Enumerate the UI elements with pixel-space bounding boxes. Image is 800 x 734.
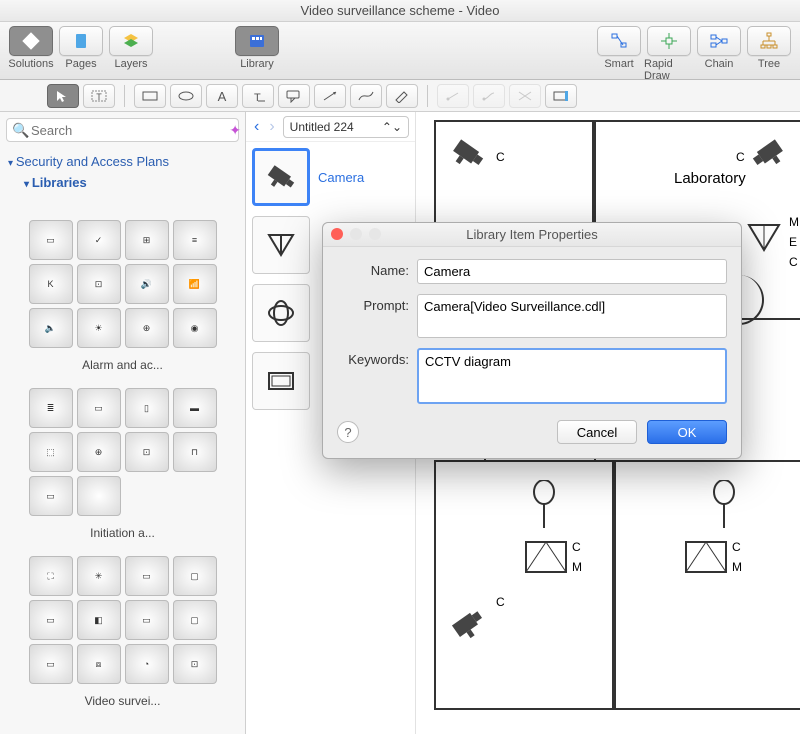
library-item-camera[interactable]: Camera xyxy=(252,148,409,206)
svg-text:T: T xyxy=(96,92,102,102)
tree-label: Tree xyxy=(758,58,780,70)
prompt-input[interactable] xyxy=(417,294,727,338)
search-icon: 🔍 xyxy=(12,122,29,139)
library-nav: ‹ › Untitled 224⌃⌄ xyxy=(246,112,415,142)
textbox-tool[interactable]: T xyxy=(242,84,274,108)
keywords-input[interactable] xyxy=(417,348,727,404)
window-titlebar: Video surveillance scheme - Video xyxy=(0,0,800,22)
shape-toolbar: T A T xyxy=(0,80,800,112)
libgroup-video[interactable]: ⛶✳▭▢ ▭◧▭▢ ▭⧈◔⊡ Video survei... xyxy=(10,552,235,708)
chain-button[interactable]: Chain xyxy=(694,26,744,82)
pages-button[interactable]: Pages xyxy=(56,26,106,70)
nav-forward-icon[interactable]: › xyxy=(267,118,276,136)
solutions-button[interactable]: Solutions xyxy=(6,26,56,70)
smart-button[interactable]: Smart xyxy=(594,26,644,82)
pages-label: Pages xyxy=(65,58,96,70)
ellipse-tool[interactable] xyxy=(170,84,202,108)
zoom-icon xyxy=(369,228,381,240)
minimize-icon xyxy=(350,228,362,240)
container-tool[interactable] xyxy=(545,84,577,108)
library-item-properties-dialog: Library Item Properties Name: Prompt: Ke… xyxy=(322,222,742,459)
libgroup-alarm-label: Alarm and ac... xyxy=(10,358,235,372)
toolbar-mid-group: Library xyxy=(232,26,282,70)
callout-tool[interactable] xyxy=(278,84,310,108)
dialog-titlebar[interactable]: Library Item Properties xyxy=(323,223,741,247)
library-groups: ▭✓⊞≡ K⊡🔊📶 🔈☀⊕◉ Alarm and ac... ≣▭▯▬ ⬚⊕⊡⊓… xyxy=(0,204,245,726)
search-input[interactable] xyxy=(6,118,239,142)
tree-libraries[interactable]: Libraries xyxy=(24,175,237,190)
solutions-label: Solutions xyxy=(8,58,53,70)
prompt-label: Prompt: xyxy=(337,294,409,313)
library-tree: Security and Access Plans Libraries xyxy=(0,148,245,204)
sidebar: 🔍 ✦ Security and Access Plans Libraries … xyxy=(0,112,246,734)
camera-thumb xyxy=(252,148,310,206)
layers-button[interactable]: Layers xyxy=(106,26,156,70)
rapid-draw-button[interactable]: Rapid Draw xyxy=(644,26,694,82)
libgroup-video-label: Video survei... xyxy=(10,694,235,708)
pointer-tool[interactable] xyxy=(47,84,79,108)
library-page-dropdown[interactable]: Untitled 224⌃⌄ xyxy=(283,116,409,138)
close-icon[interactable] xyxy=(331,228,343,240)
connector2-tool[interactable] xyxy=(473,84,505,108)
scissors-tool[interactable] xyxy=(509,84,541,108)
main-toolbar: Solutions Pages Layers Library Smart Rap… xyxy=(0,22,800,80)
rect-tool[interactable] xyxy=(134,84,166,108)
pen-tool[interactable] xyxy=(386,84,418,108)
svg-text:A: A xyxy=(218,89,227,103)
toolbar-right-group: Smart Rapid Draw Chain Tree xyxy=(594,26,794,82)
library-item-camera-label: Camera xyxy=(318,170,364,185)
tree-root[interactable]: Security and Access Plans xyxy=(8,154,237,169)
library-label: Library xyxy=(240,58,274,70)
nav-back-icon[interactable]: ‹ xyxy=(252,118,261,136)
smart-label: Smart xyxy=(604,58,633,70)
window-title: Video surveillance scheme - Video xyxy=(301,3,500,18)
name-input[interactable] xyxy=(417,259,727,284)
ok-button[interactable]: OK xyxy=(647,420,727,444)
layers-label: Layers xyxy=(114,58,147,70)
name-label: Name: xyxy=(337,259,409,278)
search-box: 🔍 ✦ xyxy=(6,118,239,142)
libgroup-initiation-label: Initiation a... xyxy=(10,526,235,540)
dialog-title: Library Item Properties xyxy=(466,227,598,242)
libgroup-alarm[interactable]: ▭✓⊞≡ K⊡🔊📶 🔈☀⊕◉ Alarm and ac... xyxy=(10,216,235,372)
textA-tool[interactable]: A xyxy=(206,84,238,108)
connector1-tool[interactable] xyxy=(437,84,469,108)
pin-icon[interactable]: ✦ xyxy=(229,122,241,139)
laboratory-label: Laboratory xyxy=(674,170,746,187)
rapid-draw-label: Rapid Draw xyxy=(644,58,694,82)
chain-label: Chain xyxy=(705,58,734,70)
toolbar-left-group: Solutions Pages Layers xyxy=(6,26,156,70)
tree-button[interactable]: Tree xyxy=(744,26,794,82)
spline-tool[interactable] xyxy=(350,84,382,108)
help-button[interactable]: ? xyxy=(337,421,359,443)
libgroup-initiation[interactable]: ≣▭▯▬ ⬚⊕⊡⊓ ▭ Initiation a... xyxy=(10,384,235,540)
cancel-button[interactable]: Cancel xyxy=(557,420,637,444)
line-tool[interactable] xyxy=(314,84,346,108)
text-tool[interactable]: T xyxy=(83,84,115,108)
library-button[interactable]: Library xyxy=(232,26,282,70)
keywords-label: Keywords: xyxy=(337,348,409,367)
